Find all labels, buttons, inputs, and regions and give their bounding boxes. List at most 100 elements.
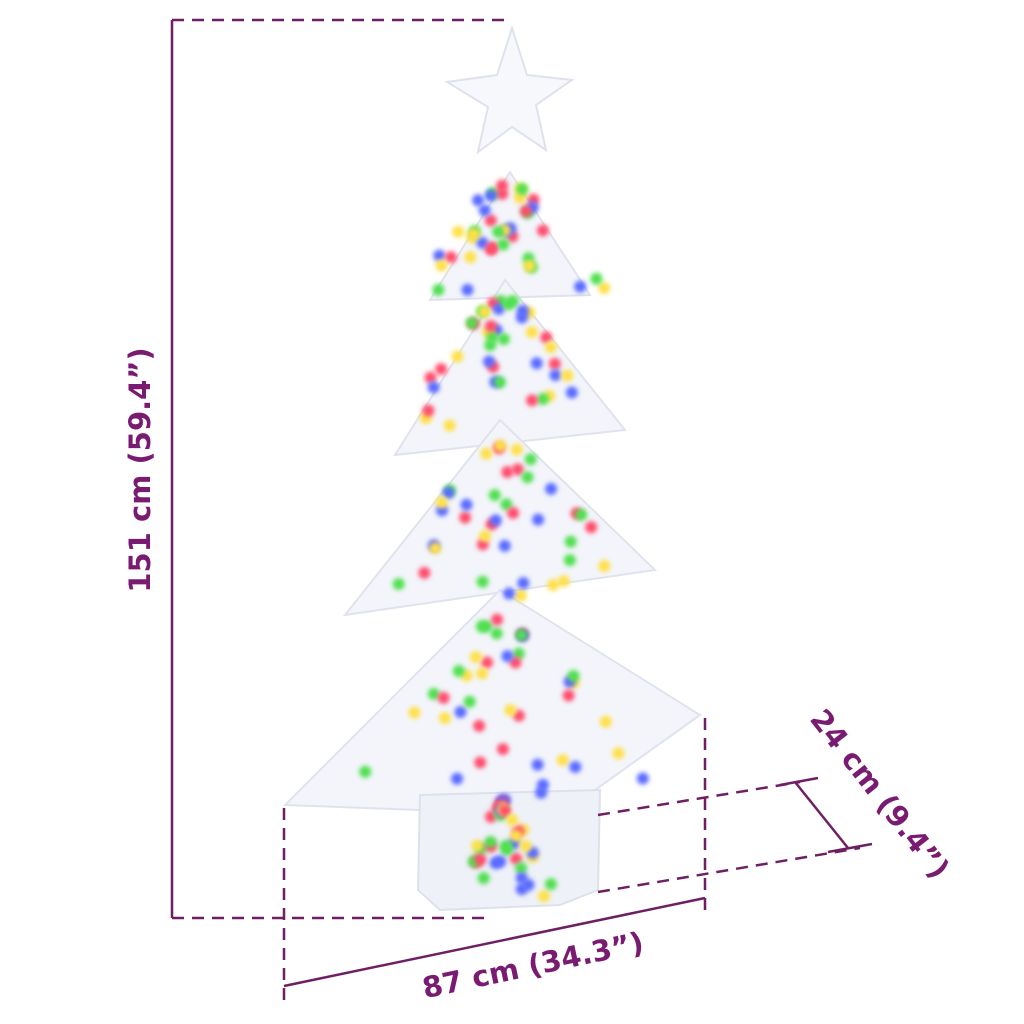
- led-light: [432, 283, 445, 296]
- led-light: [452, 225, 465, 238]
- led-light: [476, 575, 489, 588]
- led-light: [485, 810, 498, 823]
- led-light: [435, 259, 448, 272]
- led-light: [359, 765, 372, 778]
- led-light: [435, 496, 448, 509]
- led-light: [547, 579, 560, 592]
- led-light: [452, 664, 465, 677]
- led-light: [479, 529, 492, 542]
- led-light: [544, 878, 557, 891]
- led-light: [557, 575, 570, 588]
- led-light: [465, 317, 478, 330]
- led-light: [510, 829, 523, 842]
- led-light: [538, 890, 551, 903]
- led-light: [574, 280, 587, 293]
- led-light: [451, 772, 464, 785]
- led-light: [469, 651, 482, 664]
- led-light: [474, 756, 487, 769]
- led-light: [612, 747, 625, 760]
- led-light: [523, 259, 536, 272]
- led-light: [492, 302, 505, 315]
- led-light: [408, 706, 421, 719]
- led-light: [463, 695, 476, 708]
- led-light: [531, 758, 544, 771]
- led-light: [451, 350, 464, 363]
- led-light: [563, 554, 576, 567]
- led-light: [502, 298, 515, 311]
- led-light: [567, 669, 580, 682]
- led-lights: [359, 179, 649, 903]
- led-light: [506, 814, 519, 827]
- led-light: [526, 394, 539, 407]
- led-light: [484, 835, 497, 848]
- led-light: [476, 236, 489, 249]
- led-light: [521, 471, 534, 484]
- led-light: [429, 542, 442, 555]
- led-light: [501, 650, 514, 663]
- led-light: [484, 189, 497, 202]
- led-light: [516, 304, 529, 317]
- led-light: [438, 712, 451, 725]
- led-light: [599, 715, 612, 728]
- led-light: [556, 754, 569, 767]
- led-light: [467, 228, 480, 241]
- led-light: [491, 613, 504, 626]
- led-light: [509, 852, 522, 865]
- led-light: [496, 743, 509, 756]
- led-light: [478, 305, 491, 318]
- led-light: [499, 840, 512, 853]
- led-light: [590, 272, 603, 285]
- led-light: [495, 179, 508, 192]
- led-light: [424, 371, 437, 384]
- led-light: [526, 326, 539, 339]
- led-light: [473, 719, 486, 732]
- led-light: [471, 839, 484, 852]
- height-dimension: 151 cm (59.4”): [123, 18, 512, 920]
- led-light: [511, 463, 524, 476]
- led-light: [549, 369, 562, 382]
- led-light: [498, 804, 511, 817]
- led-light: [519, 840, 532, 853]
- led-light: [545, 482, 558, 495]
- led-light: [510, 443, 523, 456]
- led-light: [459, 511, 472, 524]
- height-label: 151 cm (59.4”): [123, 347, 157, 592]
- led-light: [514, 589, 527, 602]
- led-light: [540, 331, 553, 344]
- led-light: [427, 381, 440, 394]
- led-light: [484, 243, 497, 256]
- led-light: [435, 363, 448, 376]
- led-light: [585, 521, 598, 534]
- led-light: [474, 853, 487, 866]
- led-light: [536, 224, 549, 237]
- led-light: [475, 620, 488, 633]
- led-light: [422, 404, 435, 417]
- led-light: [598, 559, 611, 572]
- led-light: [516, 183, 529, 196]
- led-light: [515, 872, 528, 885]
- led-light: [530, 357, 543, 370]
- led-light: [489, 514, 502, 527]
- led-light: [544, 341, 557, 354]
- led-light: [507, 506, 520, 519]
- led-light: [477, 872, 490, 885]
- led-light: [532, 513, 545, 526]
- led-light: [483, 355, 496, 368]
- led-light: [575, 508, 588, 521]
- led-light: [498, 539, 511, 552]
- led-light: [488, 489, 501, 502]
- tree-star: [444, 24, 575, 155]
- led-light: [494, 855, 507, 868]
- led-light: [443, 419, 456, 432]
- led-light: [476, 667, 489, 680]
- led-light: [497, 333, 510, 346]
- led-light: [512, 709, 525, 722]
- led-light: [515, 862, 528, 875]
- led-light: [535, 786, 548, 799]
- led-light: [444, 251, 457, 264]
- led-light: [503, 587, 516, 600]
- led-light: [636, 772, 649, 785]
- led-light: [493, 376, 506, 389]
- led-light: [501, 466, 514, 479]
